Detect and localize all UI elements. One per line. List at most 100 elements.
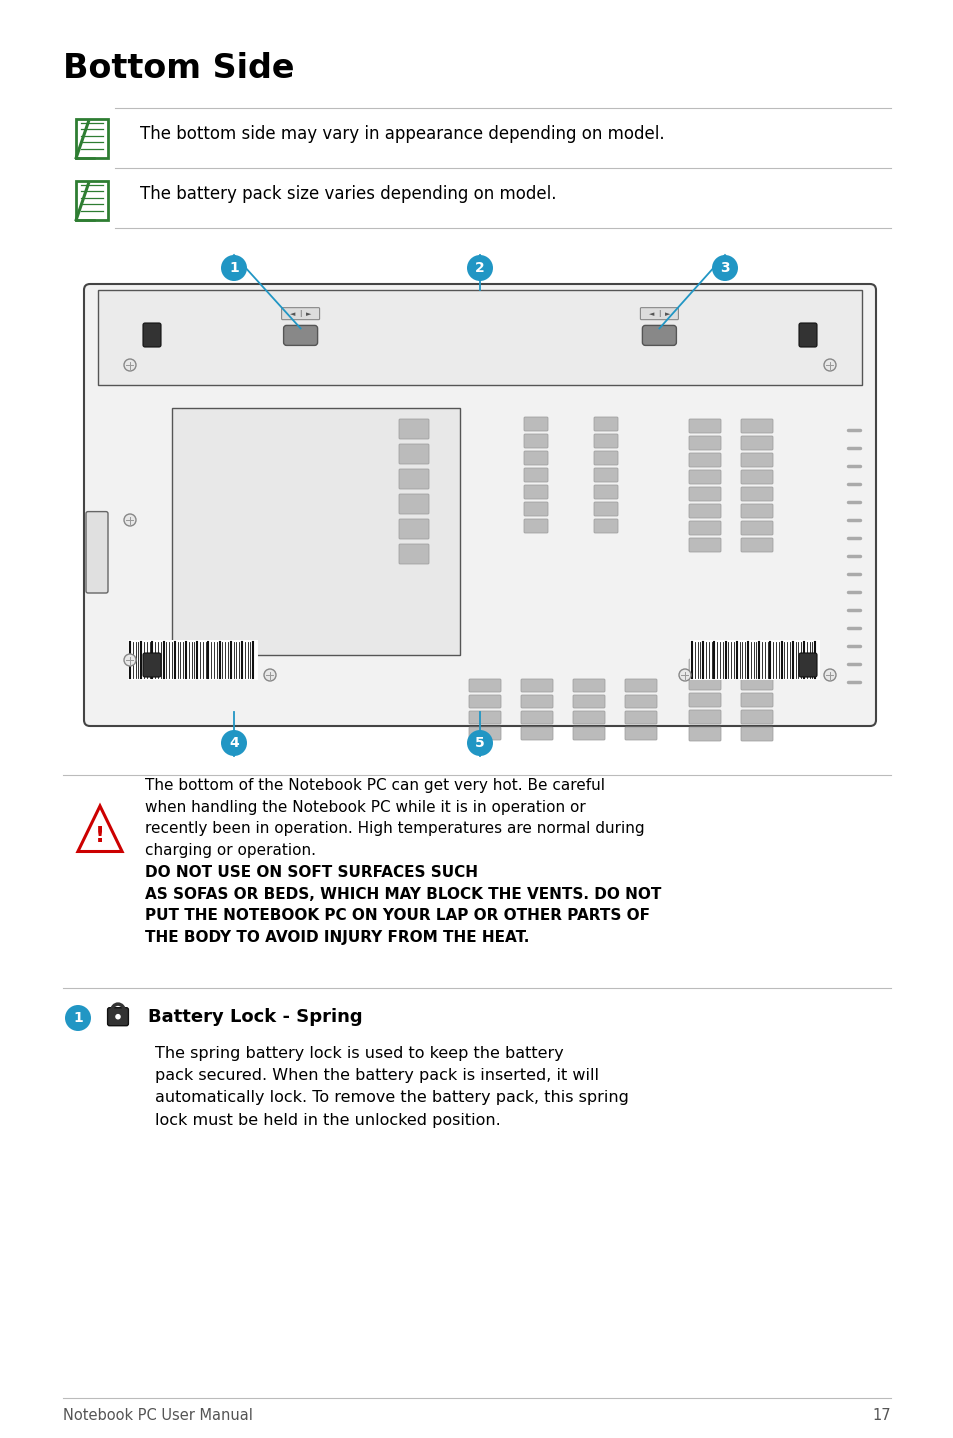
FancyBboxPatch shape bbox=[594, 502, 618, 516]
FancyBboxPatch shape bbox=[573, 710, 604, 723]
FancyBboxPatch shape bbox=[143, 653, 161, 677]
Bar bbox=[76, 119, 108, 158]
FancyBboxPatch shape bbox=[740, 453, 772, 467]
FancyBboxPatch shape bbox=[688, 728, 720, 741]
Text: ◄: ◄ bbox=[290, 311, 295, 316]
FancyBboxPatch shape bbox=[520, 710, 553, 723]
FancyBboxPatch shape bbox=[624, 728, 657, 741]
FancyBboxPatch shape bbox=[573, 728, 604, 741]
Text: ►: ► bbox=[306, 311, 311, 316]
Text: Bottom Side: Bottom Side bbox=[63, 52, 294, 85]
FancyBboxPatch shape bbox=[688, 521, 720, 535]
FancyBboxPatch shape bbox=[594, 417, 618, 431]
FancyBboxPatch shape bbox=[740, 470, 772, 485]
FancyBboxPatch shape bbox=[143, 324, 161, 347]
FancyBboxPatch shape bbox=[740, 538, 772, 552]
FancyBboxPatch shape bbox=[740, 436, 772, 450]
FancyBboxPatch shape bbox=[594, 519, 618, 533]
Text: ►: ► bbox=[664, 311, 669, 316]
FancyBboxPatch shape bbox=[688, 503, 720, 518]
FancyBboxPatch shape bbox=[523, 434, 547, 449]
FancyBboxPatch shape bbox=[740, 693, 772, 707]
FancyBboxPatch shape bbox=[740, 728, 772, 741]
FancyBboxPatch shape bbox=[641, 325, 676, 345]
FancyBboxPatch shape bbox=[108, 1008, 129, 1025]
Circle shape bbox=[124, 360, 136, 371]
Text: 1: 1 bbox=[73, 1011, 83, 1025]
Circle shape bbox=[467, 731, 493, 756]
Text: 3: 3 bbox=[720, 262, 729, 275]
FancyBboxPatch shape bbox=[688, 693, 720, 707]
Text: 5: 5 bbox=[475, 736, 484, 751]
FancyBboxPatch shape bbox=[740, 676, 772, 690]
FancyBboxPatch shape bbox=[688, 538, 720, 552]
Text: The battery pack size varies depending on model.: The battery pack size varies depending o… bbox=[140, 186, 556, 203]
FancyBboxPatch shape bbox=[573, 679, 604, 692]
FancyBboxPatch shape bbox=[469, 710, 500, 723]
FancyBboxPatch shape bbox=[740, 487, 772, 500]
FancyBboxPatch shape bbox=[688, 487, 720, 500]
Text: 17: 17 bbox=[871, 1408, 890, 1424]
FancyBboxPatch shape bbox=[624, 695, 657, 707]
Circle shape bbox=[65, 1005, 91, 1031]
Text: The spring battery lock is used to keep the battery
pack secured. When the batte: The spring battery lock is used to keep … bbox=[154, 1045, 628, 1127]
Text: The bottom of the Notebook PC can get very hot. Be careful
when handling the Not: The bottom of the Notebook PC can get ve… bbox=[145, 778, 644, 858]
FancyBboxPatch shape bbox=[281, 308, 319, 319]
FancyBboxPatch shape bbox=[523, 467, 547, 482]
Bar bbox=[128, 640, 257, 680]
FancyBboxPatch shape bbox=[688, 470, 720, 485]
Circle shape bbox=[467, 255, 493, 280]
Bar bbox=[689, 640, 820, 680]
FancyBboxPatch shape bbox=[523, 502, 547, 516]
FancyBboxPatch shape bbox=[740, 521, 772, 535]
FancyBboxPatch shape bbox=[398, 544, 429, 564]
FancyBboxPatch shape bbox=[398, 418, 429, 439]
FancyBboxPatch shape bbox=[639, 308, 678, 319]
FancyBboxPatch shape bbox=[398, 519, 429, 539]
FancyBboxPatch shape bbox=[799, 653, 816, 677]
FancyBboxPatch shape bbox=[398, 469, 429, 489]
FancyBboxPatch shape bbox=[84, 283, 875, 726]
FancyBboxPatch shape bbox=[740, 659, 772, 673]
FancyBboxPatch shape bbox=[688, 659, 720, 673]
FancyBboxPatch shape bbox=[594, 485, 618, 499]
FancyBboxPatch shape bbox=[520, 679, 553, 692]
FancyBboxPatch shape bbox=[398, 444, 429, 464]
Circle shape bbox=[124, 513, 136, 526]
Circle shape bbox=[711, 255, 738, 280]
FancyBboxPatch shape bbox=[799, 324, 816, 347]
Bar bbox=[98, 290, 862, 384]
FancyBboxPatch shape bbox=[688, 418, 720, 433]
FancyBboxPatch shape bbox=[740, 503, 772, 518]
Circle shape bbox=[264, 669, 275, 682]
FancyBboxPatch shape bbox=[520, 695, 553, 707]
FancyBboxPatch shape bbox=[688, 676, 720, 690]
FancyBboxPatch shape bbox=[688, 453, 720, 467]
FancyBboxPatch shape bbox=[740, 710, 772, 723]
Circle shape bbox=[823, 360, 835, 371]
Text: 4: 4 bbox=[229, 736, 238, 751]
Bar bbox=[76, 181, 108, 220]
Circle shape bbox=[679, 669, 690, 682]
FancyBboxPatch shape bbox=[573, 695, 604, 707]
Text: DO NOT USE ON SOFT SURFACES SUCH
AS SOFAS OR BEDS, WHICH MAY BLOCK THE VENTS. DO: DO NOT USE ON SOFT SURFACES SUCH AS SOFA… bbox=[145, 866, 660, 945]
FancyBboxPatch shape bbox=[520, 728, 553, 741]
Text: |: | bbox=[299, 311, 301, 318]
FancyBboxPatch shape bbox=[594, 434, 618, 449]
FancyBboxPatch shape bbox=[469, 679, 500, 692]
Text: Battery Lock - Spring: Battery Lock - Spring bbox=[148, 1008, 362, 1025]
Circle shape bbox=[823, 669, 835, 682]
Text: The bottom side may vary in appearance depending on model.: The bottom side may vary in appearance d… bbox=[140, 125, 664, 142]
Bar bbox=[172, 408, 459, 654]
FancyBboxPatch shape bbox=[523, 417, 547, 431]
Text: Notebook PC User Manual: Notebook PC User Manual bbox=[63, 1408, 253, 1424]
Text: |: | bbox=[658, 311, 659, 318]
FancyBboxPatch shape bbox=[283, 325, 317, 345]
FancyBboxPatch shape bbox=[594, 452, 618, 464]
Circle shape bbox=[115, 1014, 121, 1020]
FancyBboxPatch shape bbox=[469, 728, 500, 741]
Text: 2: 2 bbox=[475, 262, 484, 275]
FancyBboxPatch shape bbox=[469, 695, 500, 707]
Circle shape bbox=[124, 654, 136, 666]
FancyBboxPatch shape bbox=[523, 485, 547, 499]
